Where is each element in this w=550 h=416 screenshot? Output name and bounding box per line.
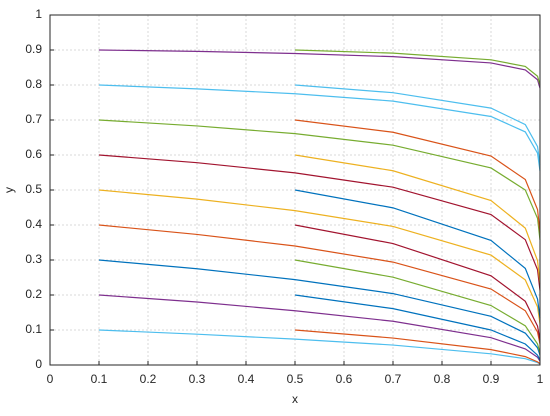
y-tick-label: 0.5 (25, 182, 42, 196)
series-line (294, 189, 541, 319)
x-tick-label: 0.9 (483, 372, 500, 386)
y-tick-label: 0.7 (25, 112, 42, 126)
y-tick-label: 0 (35, 357, 42, 371)
y-tick-label: 0.3 (25, 252, 42, 266)
series-line (98, 259, 541, 356)
series-line (294, 329, 541, 365)
x-tick-label: 0.3 (189, 372, 206, 386)
y-tick-label: 0.9 (25, 42, 42, 56)
x-tick-label: 0.8 (434, 372, 451, 386)
series-line (98, 224, 541, 345)
x-tick-label: 0.6 (336, 372, 353, 386)
series-line (294, 154, 541, 284)
series-line (294, 294, 541, 361)
x-tick-label: 0 (47, 372, 54, 386)
axes-box (49, 14, 541, 366)
x-tick-label: 0.2 (140, 372, 157, 386)
x-tick-label: 0.7 (385, 372, 402, 386)
y-tick-label: 0.1 (25, 322, 42, 336)
series-line (98, 84, 541, 172)
y-tick-label: 0.6 (25, 147, 42, 161)
x-tick-label: 1 (537, 372, 544, 386)
series-line (98, 154, 541, 291)
y-tick-label: 0.4 (25, 217, 42, 231)
series-line (294, 259, 541, 354)
series-line (294, 84, 541, 165)
series-line (294, 119, 541, 233)
series-line (98, 49, 541, 89)
y-axis-label: y (2, 187, 16, 193)
series-line (98, 119, 541, 241)
x-axis-label: x (292, 392, 298, 406)
y-tick-label: 0.8 (25, 77, 42, 91)
x-tick-label: 0.4 (238, 372, 255, 386)
series-line (98, 329, 541, 365)
series-line (98, 294, 541, 362)
x-tick-label: 0.1 (91, 372, 108, 386)
x-tick-label: 0.5 (287, 372, 304, 386)
y-tick-label: 0.2 (25, 287, 42, 301)
y-tick-label: 1 (35, 7, 42, 21)
series-line (294, 224, 541, 341)
series-line (98, 189, 541, 324)
series-line (294, 49, 541, 86)
